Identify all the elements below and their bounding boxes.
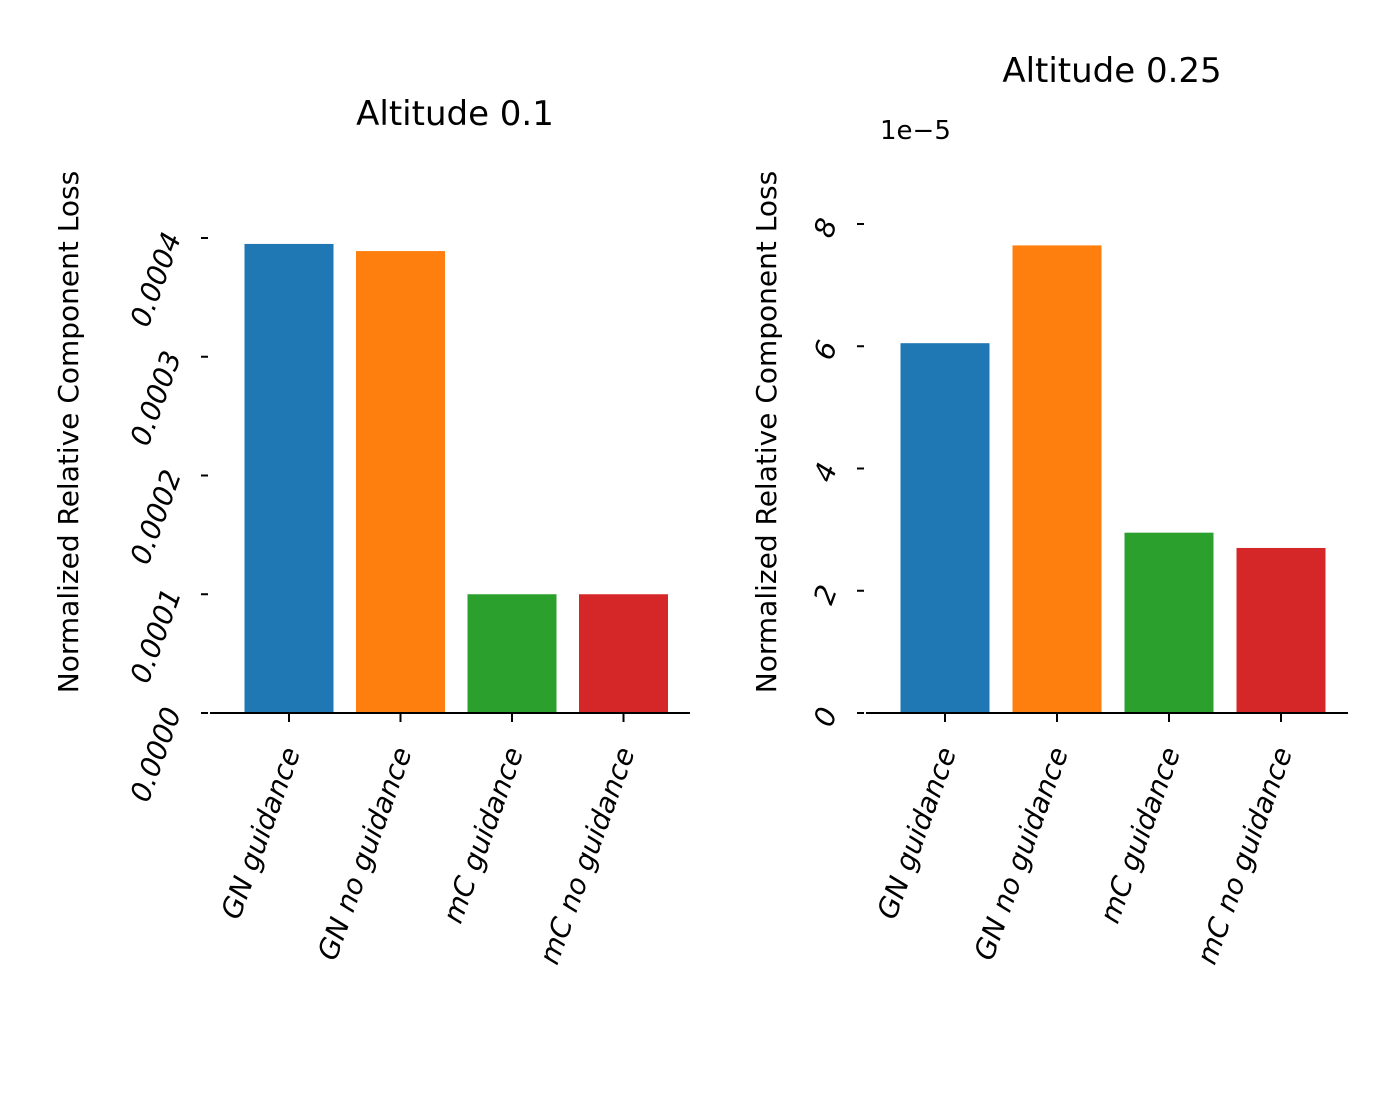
x-tick-label: mC no guidance [533, 743, 642, 969]
y-tick-label: 0 [807, 703, 844, 731]
y-axis-label: Normalized Relative Component Loss [52, 171, 85, 693]
panel-altitude-0-25: Altitude 0.25 1e−5 Normalized Relative C… [750, 51, 1348, 968]
y-tick-label: 2 [807, 581, 844, 609]
y-tick-label: 8 [807, 214, 844, 242]
bar-2 [1124, 532, 1214, 713]
bar-2 [467, 594, 557, 713]
bar-1 [1012, 245, 1102, 714]
bar-1 [356, 251, 445, 713]
x-tick-label: mC guidance [436, 743, 530, 927]
bar-3 [579, 594, 668, 713]
x-tick-label: GN guidance [870, 743, 963, 924]
y-tick-label: 0.0000 [124, 703, 189, 806]
bar-3 [1236, 547, 1326, 713]
y-tick-label: 4 [807, 458, 844, 486]
x-tick-label: mC no guidance [1190, 743, 1299, 969]
chart-title: Altitude 0.1 [356, 94, 554, 134]
plot-area: GN guidance GN no guidance mC guidance mC n… [807, 214, 1348, 969]
y-tick-label: 0.0003 [124, 347, 189, 450]
axis-offset-label: 1e−5 [880, 116, 951, 146]
bar-0 [244, 243, 334, 713]
x-tick-label: GN no guidance [967, 743, 1075, 965]
bar-0 [900, 343, 990, 713]
chart-title: Altitude 0.25 [1002, 51, 1221, 91]
x-tick-label: GN guidance [214, 743, 307, 924]
panel-altitude-0-1: Altitude 0.1 Normalized Relative Compone… [52, 94, 690, 968]
plot-area: GN guidance GN no guidance mC guidance mC n… [124, 228, 690, 969]
y-tick-label: 6 [807, 336, 844, 364]
x-tick-label: mC guidance [1093, 743, 1187, 927]
y-tick-label: 0.0004 [124, 228, 189, 331]
x-tick-label: GN no guidance [311, 743, 419, 965]
y-axis-label: Normalized Relative Component Loss [750, 171, 783, 693]
y-tick-label: 0.0002 [124, 465, 189, 568]
y-tick-label: 0.0001 [124, 584, 189, 687]
